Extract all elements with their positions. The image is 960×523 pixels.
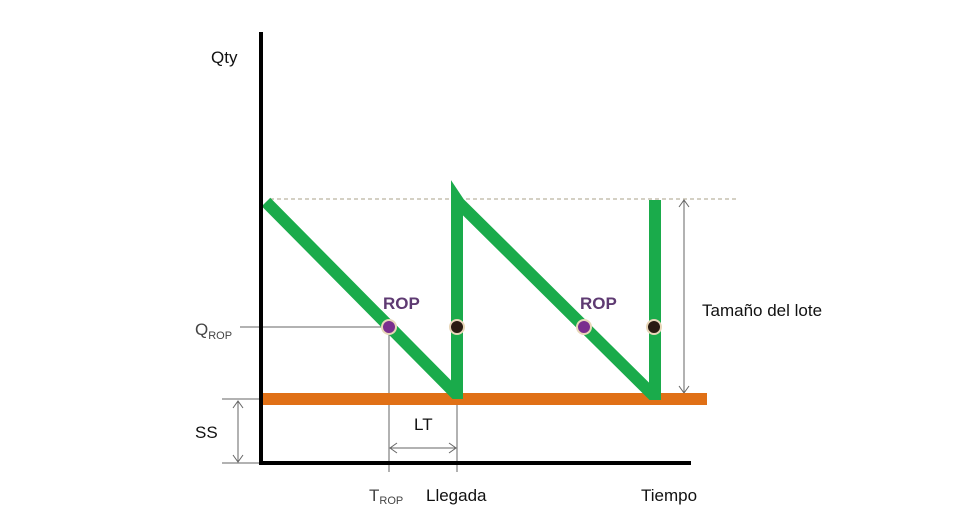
arrival-point-1 — [449, 319, 465, 335]
inventory-level-line — [261, 180, 661, 400]
time-label: Tiempo — [641, 486, 697, 505]
rop-point-2 — [576, 319, 592, 335]
t-rop-label: TROP — [369, 486, 403, 507]
rop-point-1 — [381, 319, 397, 335]
lt-arrow — [389, 442, 457, 454]
ss-arrow — [232, 400, 244, 463]
lot-size-arrow — [678, 199, 690, 394]
y-axis-label: Qty — [211, 48, 238, 67]
lt-label: LT — [414, 415, 433, 434]
arrival-point-2 — [646, 319, 662, 335]
lot-size-label: Tamaño del lote — [702, 301, 822, 320]
ss-label: SS — [195, 423, 218, 442]
q-rop-label: QROP — [195, 320, 232, 342]
arrival-label: Llegada — [426, 486, 487, 505]
rop-label-2: ROP — [580, 294, 617, 313]
rop-label-1: ROP — [383, 294, 420, 313]
